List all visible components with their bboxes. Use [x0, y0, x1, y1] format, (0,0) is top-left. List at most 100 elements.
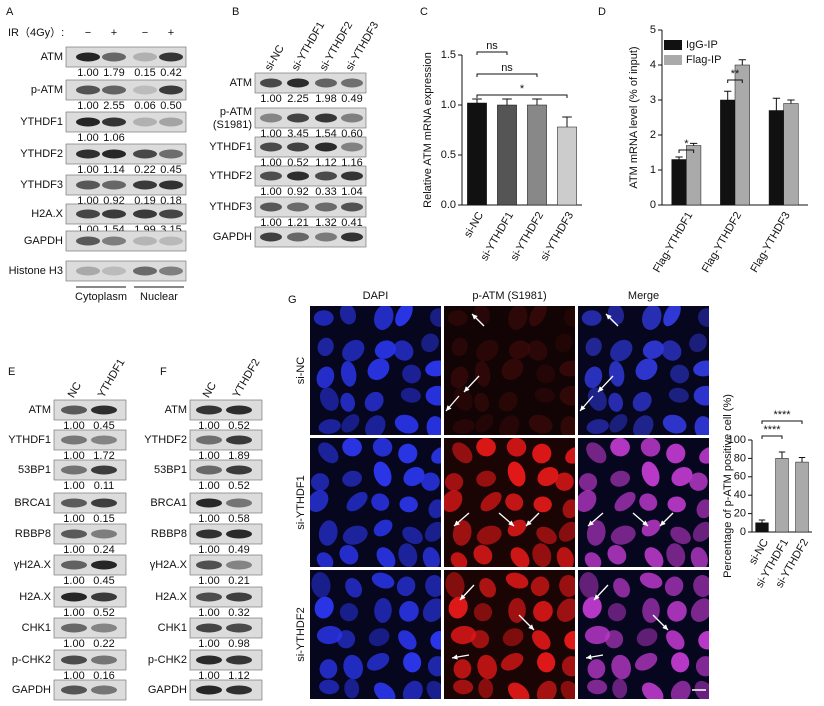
nuclei: [311, 572, 441, 699]
nucleus: [699, 446, 709, 464]
row-label: YTHDF2: [209, 170, 252, 182]
nucleus: [607, 603, 627, 622]
quant: 1.00: [260, 217, 281, 229]
error-bar: [472, 98, 482, 103]
nucleus: [476, 525, 502, 545]
blot-band: [61, 592, 87, 602]
nucleus: [564, 630, 575, 650]
nucleus: [664, 576, 684, 597]
arrow-head: [472, 314, 478, 320]
blot-strip: [53, 554, 127, 576]
nucleus: [610, 525, 636, 545]
blot-band: [287, 113, 309, 123]
blot-band: [91, 623, 117, 633]
blot-strip: [254, 226, 367, 248]
blot-band: [133, 180, 157, 190]
quant: 0.33: [315, 186, 336, 198]
nucleus: [560, 680, 575, 699]
arrow-head: [446, 405, 452, 411]
error-bar: [758, 519, 766, 523]
arrow-head: [454, 520, 460, 526]
blot-band: [159, 85, 183, 95]
error-bar: [738, 59, 746, 65]
blot-band: [196, 405, 222, 415]
nucleus: [642, 340, 664, 359]
blot-strip: [254, 107, 367, 129]
nucleus: [527, 340, 548, 361]
nucleus: [373, 461, 392, 487]
blot-band: [61, 655, 87, 665]
nucleus: [690, 598, 709, 622]
blot-band: [102, 85, 126, 95]
nucleus: [425, 575, 441, 597]
blot-band: [91, 498, 117, 508]
quant: 1.00: [63, 513, 84, 525]
blot-band: [226, 592, 252, 602]
nucleus: [693, 575, 709, 597]
row-label: ATM: [165, 404, 187, 416]
nucleus: [560, 416, 575, 435]
nucleus: [476, 339, 499, 362]
row-label: YTHDF3: [20, 179, 63, 191]
ir-sign: +: [111, 27, 117, 39]
blot-band: [341, 171, 363, 181]
arrow-head: [526, 520, 532, 526]
nucleus: [578, 473, 598, 492]
nucleus: [611, 654, 632, 680]
blot-band: [91, 685, 117, 695]
nucleus: [666, 543, 686, 567]
y-tick-label: 1: [650, 164, 656, 176]
blot-band: [226, 655, 252, 665]
y-tick-label: 20: [734, 508, 746, 520]
nucleus: [559, 360, 575, 377]
quant: 1.00: [198, 450, 219, 462]
blot-strip: [254, 196, 367, 218]
quant: 1.00: [198, 544, 219, 556]
row-label: ATM: [41, 51, 63, 63]
arrow-head: [508, 520, 514, 526]
blot-strip: [53, 617, 127, 639]
nucleus: [398, 543, 418, 567]
blot-band: [287, 232, 309, 242]
nucleus: [578, 490, 597, 513]
nucleus: [470, 630, 490, 649]
quant: 0.58: [228, 513, 249, 525]
nucleus: [474, 392, 490, 412]
quant: 1.00: [63, 638, 84, 650]
channel-label: p-ATM (S1981): [472, 290, 546, 302]
blot-band: [102, 180, 126, 190]
quant: 0.06: [134, 100, 155, 112]
nucleus: [316, 366, 335, 389]
blot-band: [133, 85, 157, 95]
nucleus: [319, 387, 339, 411]
nucleus: [319, 659, 338, 679]
nucleus: [671, 652, 690, 673]
nucleus: [537, 652, 556, 673]
blot-band: [102, 209, 126, 219]
blot-band: [341, 232, 363, 242]
quant: 0.24: [93, 544, 114, 556]
nucleus: [528, 414, 553, 434]
nucleus: [532, 630, 551, 650]
blot-band: [76, 52, 100, 62]
bar: [467, 102, 487, 206]
nucleus: [612, 678, 628, 699]
ir-sign: −: [85, 27, 91, 39]
nucleus: [662, 414, 687, 434]
row-label: GAPDH: [12, 684, 51, 696]
nucleus: [477, 654, 498, 680]
nucleus: [422, 598, 441, 622]
nucleus: [421, 472, 440, 491]
nucleus: [584, 366, 603, 389]
blot-band: [91, 435, 117, 445]
blot-strip: [53, 649, 127, 671]
nucleus: [508, 306, 528, 331]
nucleus: [451, 337, 468, 357]
nucleus: [478, 678, 494, 699]
nucleus: [394, 414, 419, 434]
blot-band: [260, 202, 282, 212]
arrow-head: [452, 654, 458, 660]
quant: 0.52: [228, 420, 249, 432]
nuclei: [581, 306, 709, 435]
nuclei: [445, 572, 575, 699]
